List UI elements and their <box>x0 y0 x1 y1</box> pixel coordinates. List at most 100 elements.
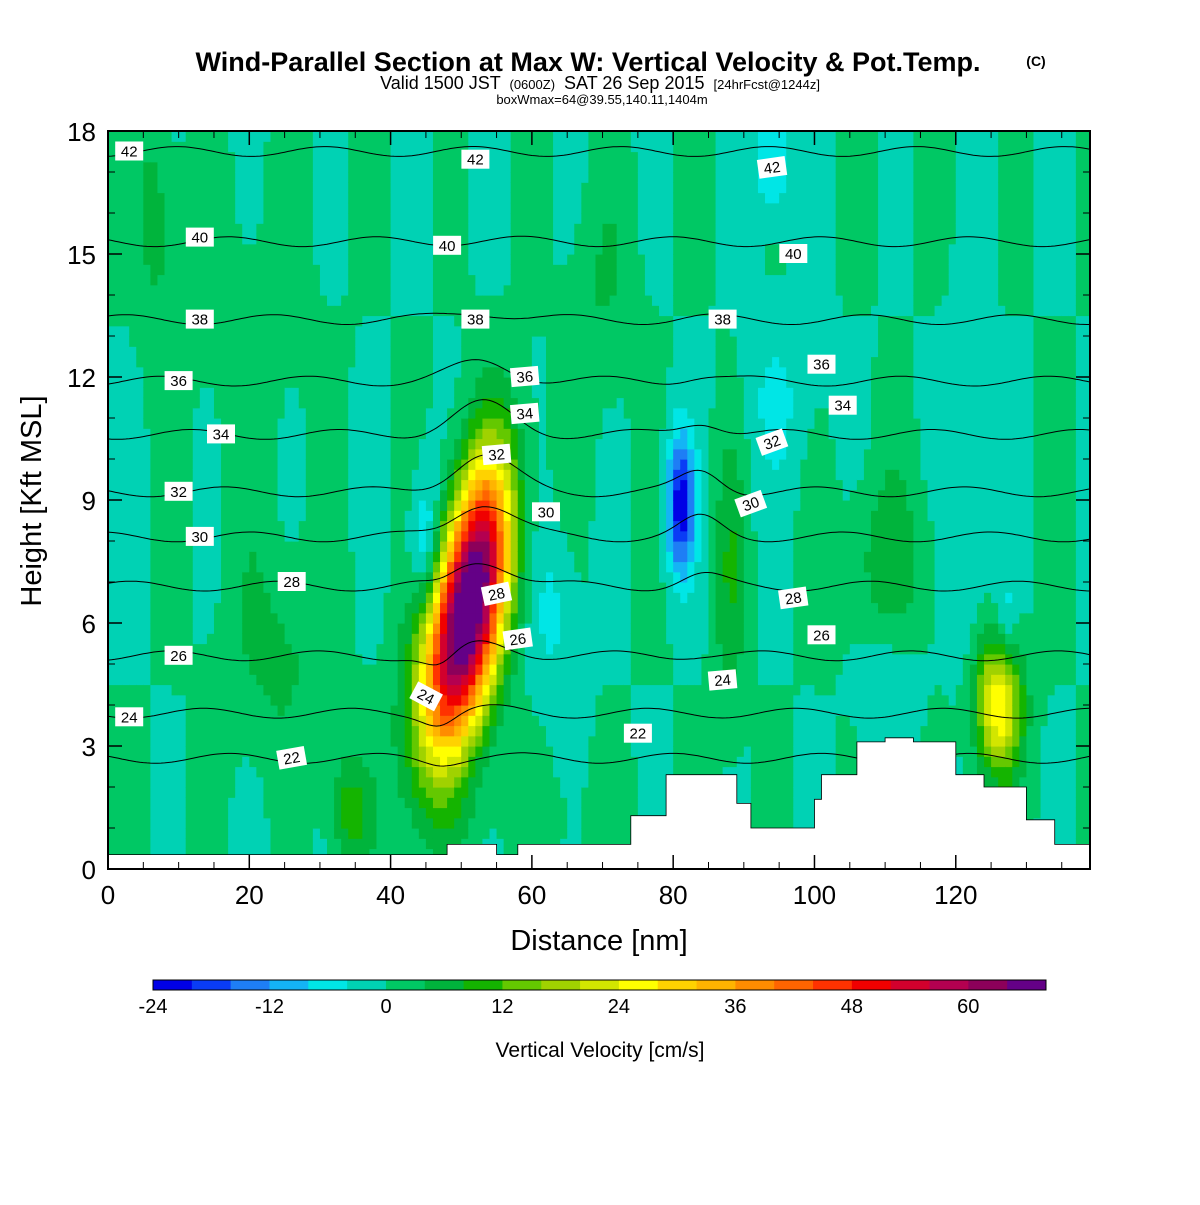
velocity-cell <box>115 315 123 327</box>
velocity-cell <box>312 438 321 450</box>
velocity-cell <box>404 807 413 819</box>
velocity-cell <box>538 612 547 624</box>
velocity-cell <box>327 346 335 358</box>
velocity-cell <box>256 295 265 306</box>
velocity-cell <box>213 489 222 501</box>
velocity-cell <box>581 192 589 204</box>
velocity-cell <box>574 377 582 388</box>
velocity-cell <box>341 530 349 542</box>
velocity-cell <box>249 131 257 142</box>
velocity-cell <box>108 787 116 798</box>
velocity-cell <box>510 305 519 317</box>
velocity-cell <box>411 448 420 460</box>
velocity-cell <box>348 530 356 542</box>
velocity-cell <box>129 192 137 204</box>
velocity-cell <box>489 766 498 778</box>
velocity-cell <box>432 172 441 183</box>
velocity-cell <box>454 366 462 378</box>
velocity-cell <box>171 694 180 706</box>
velocity-cell <box>546 182 554 194</box>
velocity-cell <box>136 356 144 368</box>
velocity-cell <box>489 571 498 583</box>
velocity-cell <box>319 715 328 727</box>
velocity-cell <box>524 838 533 850</box>
velocity-cell <box>468 459 476 470</box>
velocity-cell <box>150 787 159 798</box>
velocity-cell <box>291 489 300 501</box>
velocity-cell <box>390 612 399 624</box>
velocity-cell <box>425 530 434 542</box>
velocity-cell <box>305 612 314 624</box>
velocity-cell <box>228 418 236 429</box>
velocity-cell <box>503 674 512 686</box>
velocity-cell <box>312 776 321 788</box>
velocity-cell <box>524 315 533 327</box>
velocity-cell <box>468 725 476 737</box>
velocity-cell <box>178 387 187 399</box>
velocity-cell <box>164 356 173 368</box>
velocity-cell <box>334 592 342 604</box>
velocity-cell <box>574 305 582 317</box>
velocity-cell <box>546 151 554 163</box>
velocity-cell <box>341 325 349 337</box>
velocity-cell <box>496 418 505 429</box>
velocity-cell <box>206 817 215 829</box>
velocity-cell <box>213 202 222 214</box>
velocity-cell <box>411 274 420 286</box>
velocity-cell <box>185 141 194 153</box>
velocity-cell <box>185 694 194 706</box>
velocity-cell <box>143 336 151 347</box>
velocity-cell <box>397 797 406 809</box>
velocity-cell <box>213 469 222 481</box>
velocity-cell <box>157 684 166 696</box>
velocity-cell <box>228 295 236 306</box>
velocity-cell <box>418 315 427 327</box>
velocity-cell <box>298 530 307 542</box>
velocity-cell <box>546 438 554 450</box>
velocity-cell <box>199 479 208 491</box>
velocity-cell <box>228 500 236 511</box>
velocity-cell <box>454 561 462 573</box>
velocity-cell <box>263 407 272 419</box>
velocity-cell <box>418 653 427 665</box>
velocity-cell <box>228 151 236 163</box>
velocity-cell <box>553 172 561 183</box>
velocity-cell <box>305 510 314 522</box>
velocity-cell <box>560 735 568 747</box>
velocity-cell <box>447 397 455 409</box>
velocity-cell <box>171 664 180 675</box>
velocity-cell <box>355 541 363 552</box>
velocity-cell <box>334 336 342 347</box>
velocity-cell <box>122 243 130 255</box>
velocity-cell <box>150 817 159 829</box>
velocity-cell <box>327 202 335 214</box>
velocity-cell <box>461 336 469 347</box>
velocity-cell <box>129 377 137 388</box>
velocity-cell <box>305 325 314 337</box>
velocity-cell <box>461 828 469 839</box>
velocity-cell <box>108 735 116 747</box>
velocity-cell <box>312 172 321 183</box>
velocity-cell <box>115 397 123 409</box>
velocity-cell <box>206 715 215 727</box>
velocity-cell <box>369 346 378 358</box>
velocity-cell <box>150 807 159 819</box>
velocity-cell <box>432 202 441 214</box>
velocity-cell <box>242 346 250 358</box>
velocity-cell <box>270 807 279 819</box>
velocity-cell <box>334 284 342 296</box>
velocity-cell <box>376 254 385 265</box>
velocity-cell <box>249 387 257 399</box>
velocity-cell <box>129 766 137 778</box>
velocity-cell <box>298 131 307 142</box>
velocity-cell <box>143 746 151 757</box>
velocity-cell <box>397 202 406 214</box>
velocity-cell <box>235 500 243 511</box>
velocity-cell <box>235 705 243 716</box>
velocity-cell <box>348 305 356 317</box>
velocity-cell <box>221 612 229 624</box>
velocity-cell <box>164 530 173 542</box>
velocity-cell <box>192 172 201 183</box>
velocity-cell <box>461 633 469 645</box>
velocity-cell <box>538 664 547 675</box>
